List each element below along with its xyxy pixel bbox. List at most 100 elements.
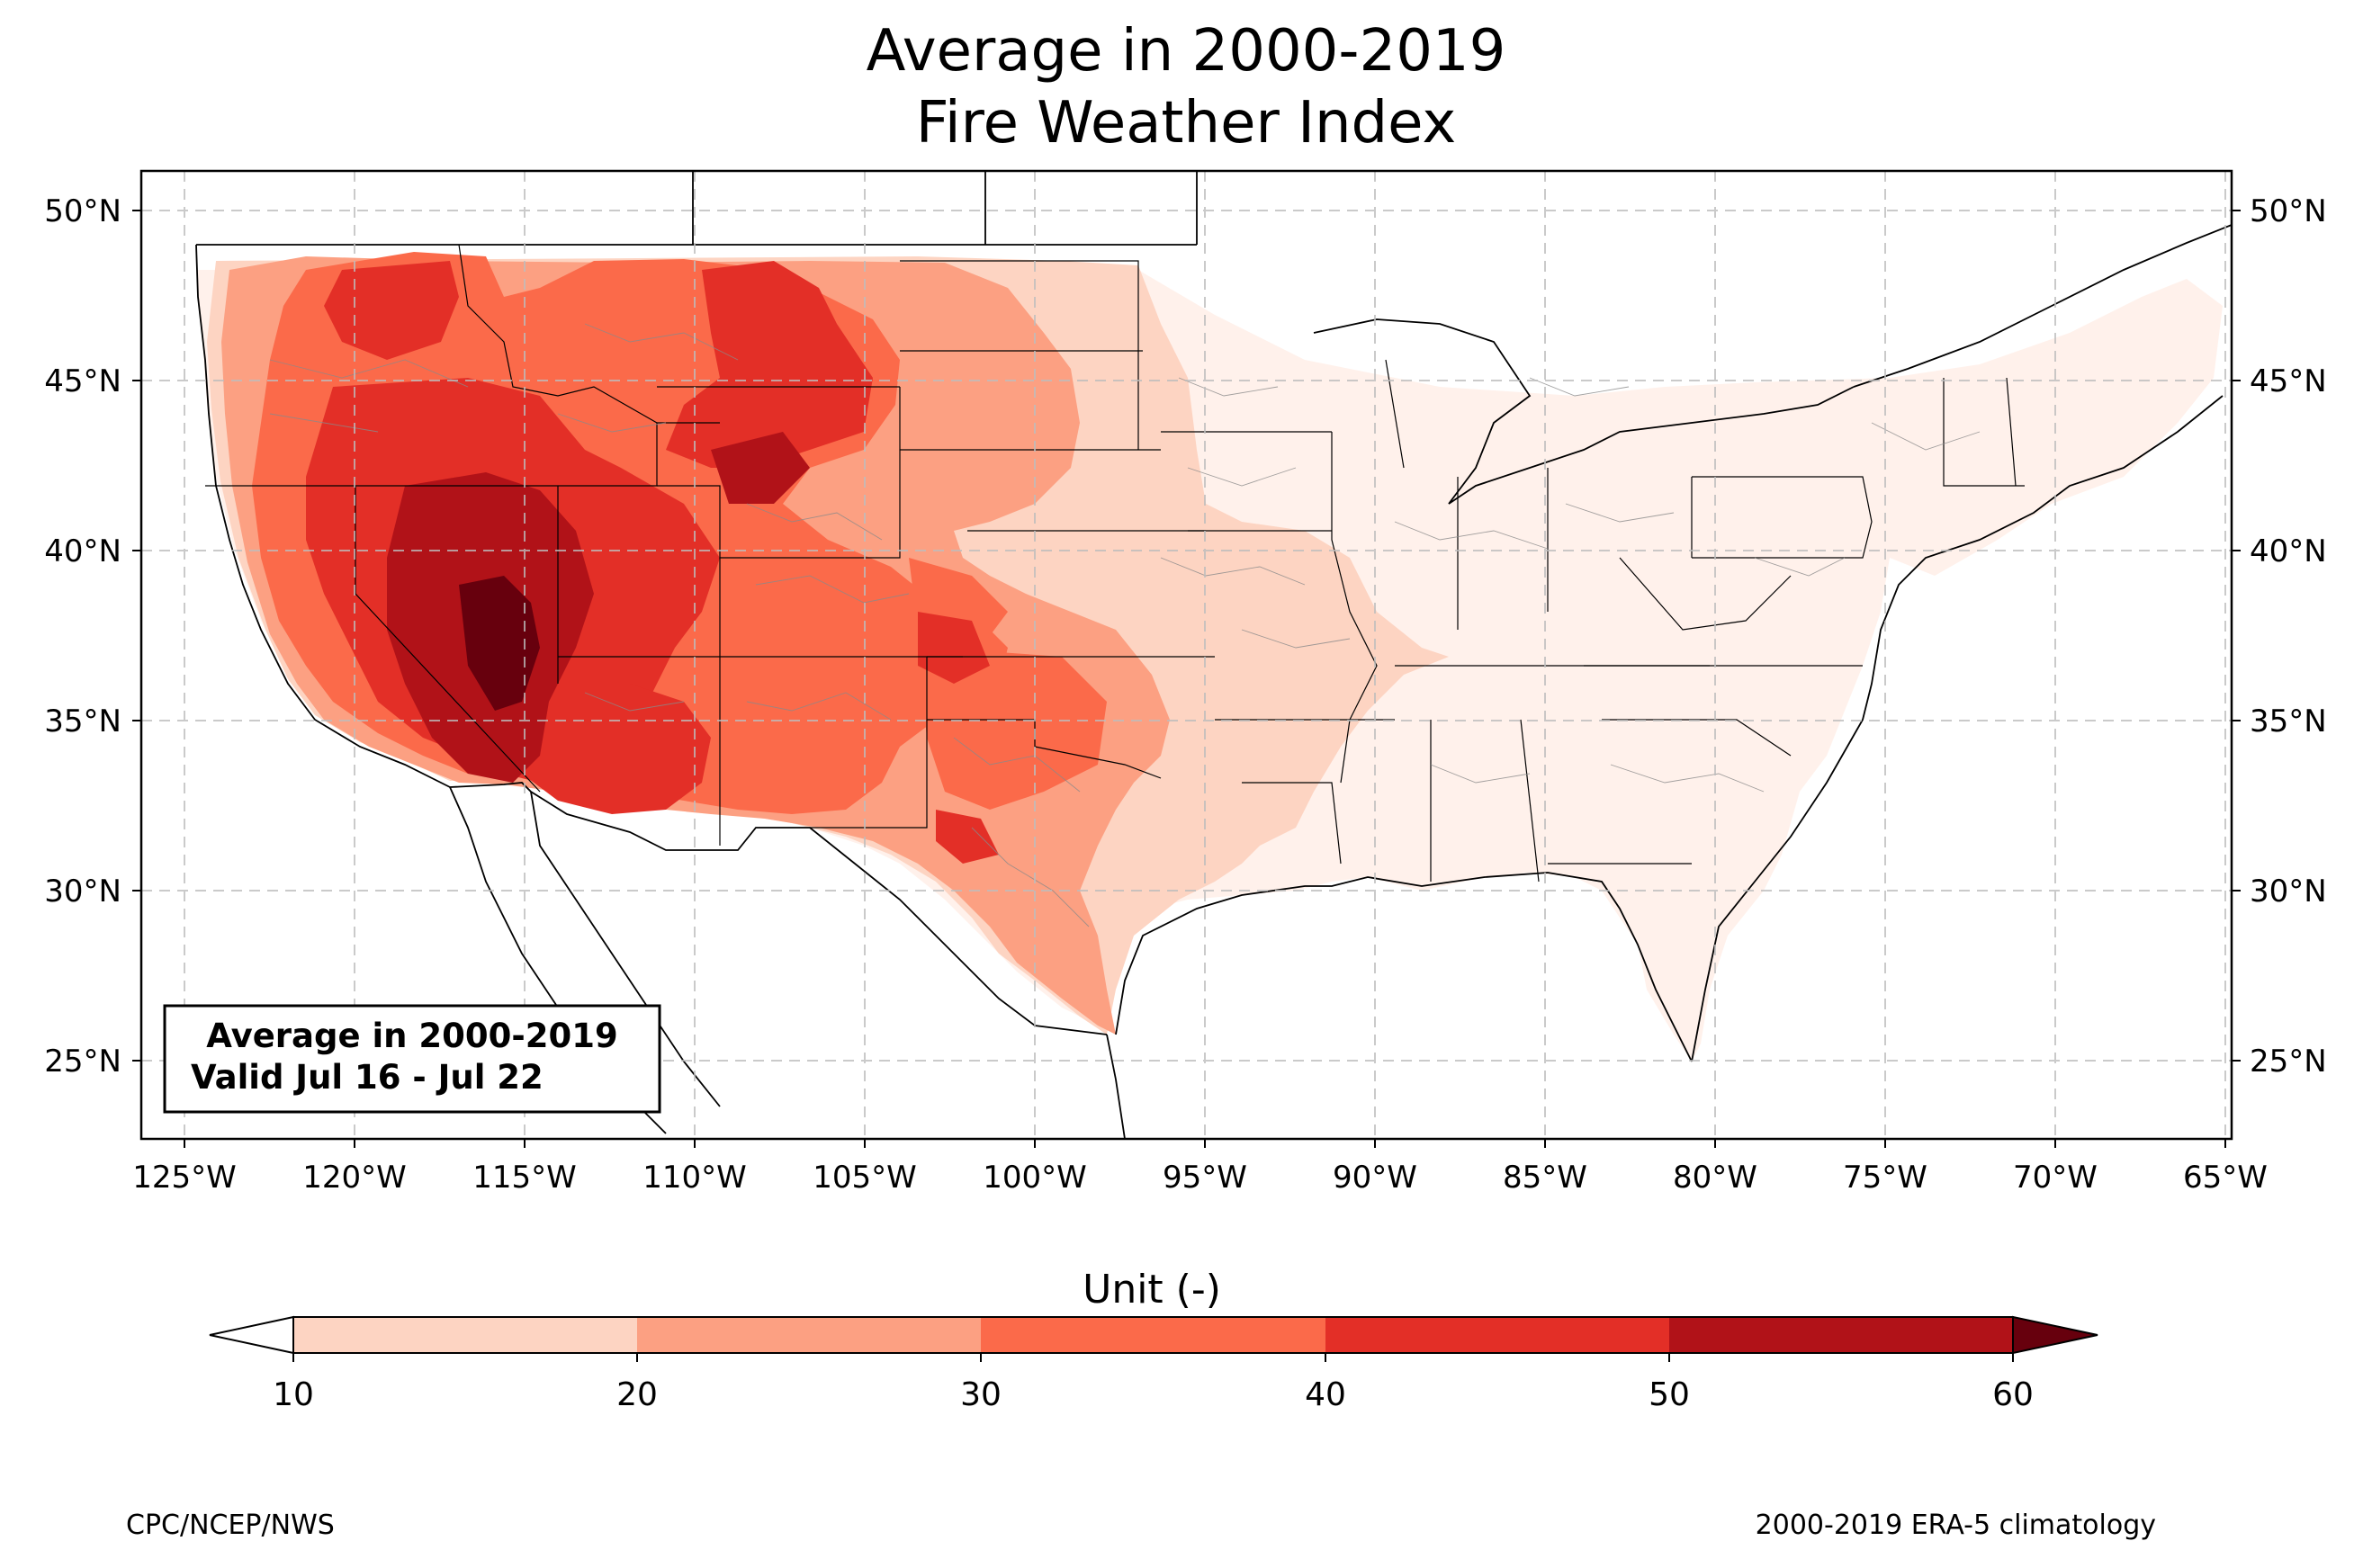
validity-label-line-1: Average in 2000-2019 — [206, 1017, 617, 1055]
map-frame — [139, 169, 2233, 1141]
coastlines-layer — [195, 171, 2232, 1139]
lat-tick-label: 50°N — [2250, 193, 2327, 229]
state-border-al-ga — [1520, 719, 1540, 883]
state-border-ar-la — [1242, 782, 1342, 865]
fwi-region-death-valley-peak — [459, 576, 540, 711]
county-line-14 — [1565, 503, 1675, 523]
colorbar: Unit (-) 10 20 30 40 50 60 — [209, 1267, 2098, 1413]
fwi-region-new-mexico-red — [918, 612, 990, 684]
lon-tick-label: 75°W — [1843, 1160, 1927, 1196]
county-line-16 — [1610, 764, 1765, 793]
lat-tick-label: 45°N — [44, 363, 121, 399]
county-line-7 — [584, 692, 685, 712]
fwi-region-texas-red-patch — [922, 648, 1107, 810]
county-line-5 — [746, 503, 883, 541]
county-line-21 — [1529, 377, 1630, 397]
county-line-8 — [746, 692, 892, 721]
mexico-border — [449, 782, 1108, 1035]
county-line-9 — [953, 737, 1081, 793]
great-lakes-outline — [1313, 318, 1855, 505]
county-line-10 — [971, 827, 1090, 927]
lon-tick-label: 115°W — [472, 1160, 577, 1196]
state-border-id-mt — [458, 244, 658, 424]
county-line-2 — [269, 413, 379, 433]
state-border-ny-new-england — [1943, 378, 2025, 487]
validity-label-box: Average in 2000-2019 Valid Jul 16 - Jul … — [163, 1004, 661, 1114]
lon-tick-label: 80°W — [1673, 1160, 1757, 1196]
colorbar-segment-40-50 — [1325, 1317, 1669, 1353]
lat-tick-label: 30°N — [2250, 874, 2327, 909]
st-lawrence-outline — [1853, 224, 2232, 388]
pacific-coastline — [195, 244, 451, 788]
lon-tick-label: 95°W — [1163, 1160, 1247, 1196]
county-line-13 — [1394, 521, 1549, 550]
lat-tick-label: 25°N — [2250, 1044, 2327, 1080]
colorbar-segment-30-40 — [981, 1317, 1325, 1353]
footer-source-left: CPC/NCEP/NWS — [126, 1510, 335, 1541]
lat-tick-label: 45°N — [2250, 363, 2327, 399]
lon-tick-label: 110°W — [642, 1160, 747, 1196]
colorbar-tick-label: 20 — [616, 1376, 658, 1413]
colorbar-segment-50-60 — [1669, 1317, 2013, 1353]
colorbar-segment-10-20 — [293, 1317, 637, 1353]
colorbar-label: Unit (-) — [1083, 1267, 1221, 1313]
state-border-pa-ny — [1692, 476, 1873, 559]
county-lines-layer — [269, 323, 1981, 927]
title-line-2: Fire Weather Index — [916, 90, 1457, 157]
lat-tick-label: 35°N — [2250, 703, 2327, 739]
lat-tick-labels-left: 50°N 45°N 40°N 35°N 30°N 25°N — [44, 193, 121, 1080]
state-border-ut-wy — [558, 422, 720, 487]
lat-tick-label: 50°N — [44, 193, 121, 229]
mexico-gulf-coastline — [1106, 1034, 1126, 1139]
county-line-15 — [1430, 764, 1531, 784]
county-line-11 — [1160, 557, 1306, 586]
lon-tick-label: 85°W — [1503, 1160, 1587, 1196]
colorbar-tick-label: 10 — [273, 1376, 314, 1413]
county-line-18 — [1871, 422, 1981, 451]
lat-tick-label: 30°N — [44, 874, 121, 909]
validity-label-frame — [163, 1004, 661, 1114]
lon-tick-label: 100°W — [983, 1160, 1087, 1196]
lat-tick-label: 35°N — [44, 703, 121, 739]
county-line-1 — [269, 359, 469, 388]
county-line-19 — [1178, 377, 1279, 397]
gulf-coastline — [1115, 872, 1693, 1062]
tick-marks — [132, 210, 2241, 1148]
map-panel — [141, 171, 2232, 1139]
footer-source-right: 2000-2019 ERA-5 climatology — [1756, 1510, 2156, 1541]
lat-tick-label: 40°N — [44, 533, 121, 569]
state-border-nm-tx — [810, 657, 928, 829]
lon-tick-label: 120°W — [302, 1160, 407, 1196]
county-line-3 — [584, 323, 739, 361]
title-line-1: Average in 2000-2019 — [867, 18, 1506, 85]
lon-tick-label: 70°W — [2013, 1160, 2098, 1196]
colorbar-tick-label: 60 — [1992, 1376, 2034, 1413]
colorbar-tick-label: 30 — [960, 1376, 1002, 1413]
colorbar-tick-labels: 10 20 30 40 50 60 — [273, 1376, 2034, 1413]
county-line-17 — [1754, 557, 1846, 577]
lon-tick-label: 90°W — [1333, 1160, 1417, 1196]
lon-tick-label: 65°W — [2183, 1160, 2268, 1196]
county-line-4 — [557, 413, 667, 433]
colorbar-segment-20-30 — [637, 1317, 981, 1353]
fwi-region-texas-red — [936, 810, 999, 864]
state-border-ms-river — [1331, 432, 1378, 784]
lon-tick-label: 105°W — [813, 1160, 917, 1196]
county-line-6 — [755, 575, 910, 604]
colorbar-extend-low — [209, 1315, 294, 1355]
lon-tick-label: 125°W — [132, 1160, 237, 1196]
fwi-region-great-basin-red — [324, 261, 459, 360]
lat-tick-label: 40°N — [2250, 533, 2327, 569]
validity-label-line-2: Valid Jul 16 - Jul 22 — [191, 1058, 544, 1097]
fwi-region-southwest-red — [522, 684, 711, 814]
colorbar-ticks — [292, 1353, 2014, 1362]
colorbar-tick-label: 40 — [1305, 1376, 1346, 1413]
fwi-region-wyoming-red — [666, 261, 873, 468]
lon-tick-labels: 125°W 120°W 115°W 110°W 105°W 100°W 95°W… — [132, 1160, 2268, 1196]
colorbar-tick-label: 50 — [1649, 1376, 1690, 1413]
lat-tick-labels-right: 50°N 45°N 40°N 35°N 30°N 25°N — [2250, 193, 2327, 1080]
state-border-nc-sc — [1602, 719, 1792, 757]
atlantic-coastline — [1691, 395, 2224, 1062]
county-line-12 — [1241, 629, 1351, 649]
